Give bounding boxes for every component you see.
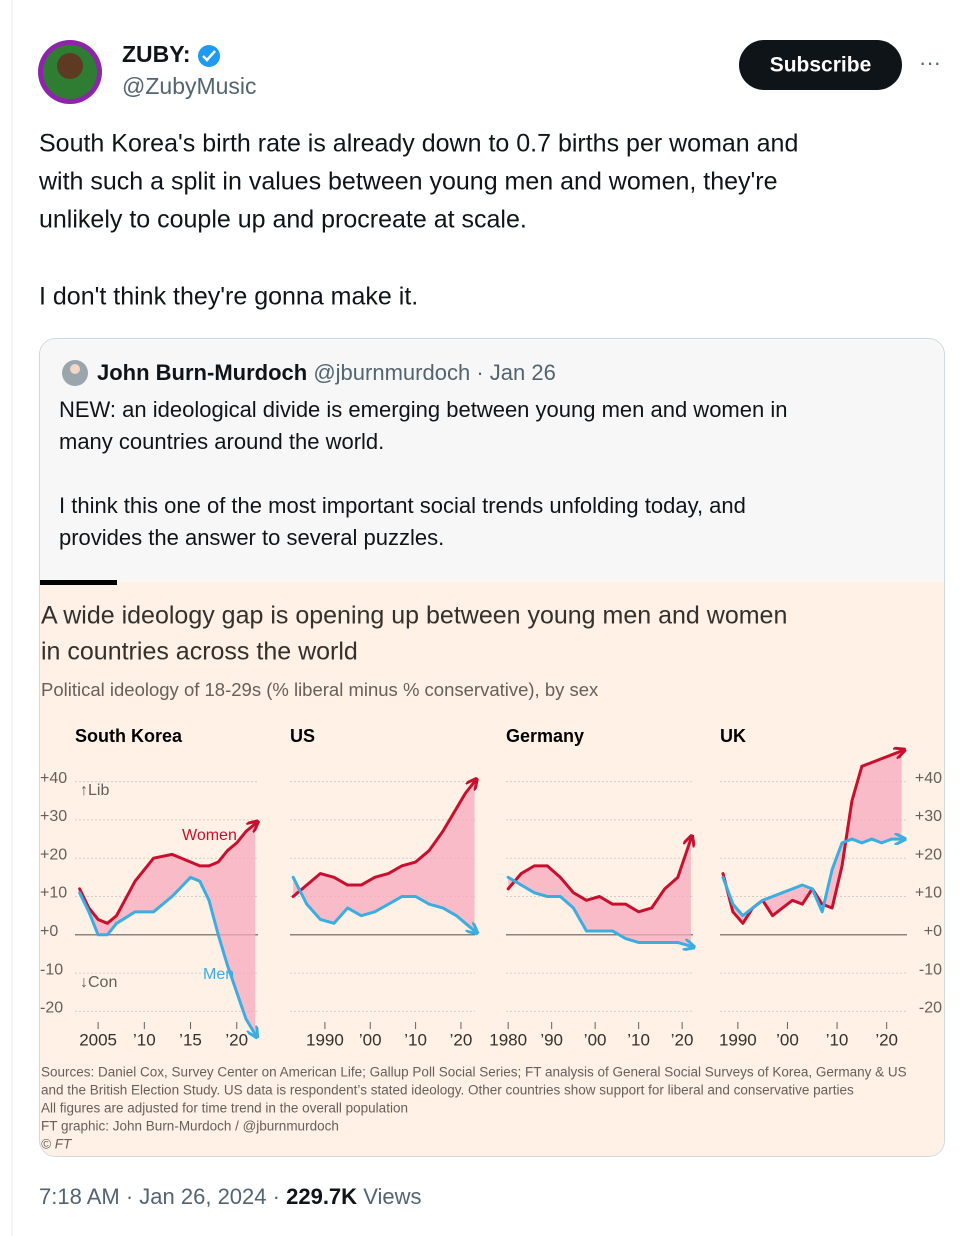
y-tick-label: +0 [40, 923, 58, 940]
quote-name: John Burn-Murdoch [97, 360, 307, 385]
quote-avatar-face [70, 364, 80, 374]
y-tick-label: +10 [915, 885, 942, 902]
views-label: Views [363, 1184, 421, 1209]
tweet-meta: 7:18 AM · Jan 26, 2024 · 229.7K Views [39, 1184, 421, 1209]
quote-line: NEW: an ideological divide is emerging b… [59, 397, 787, 422]
panel-title: UK [720, 726, 746, 746]
series-line [506, 875, 691, 946]
separator: · [126, 1184, 133, 1209]
x-tick-label: 1990 [306, 1030, 344, 1049]
y-tick-label: +20 [40, 846, 67, 863]
y-tick-label: +30 [40, 808, 67, 825]
x-tick-label: ’00 [359, 1030, 382, 1049]
y-tick-label: +10 [40, 885, 67, 902]
source-line: © FT [41, 1137, 73, 1152]
series-line [506, 839, 691, 914]
series-label: Men [203, 966, 234, 983]
graphic-title: in countries across the world [41, 638, 358, 666]
x-tick-label: ’15 [179, 1030, 202, 1049]
y-tick-label: -20 [40, 1000, 63, 1017]
gap-area [293, 781, 475, 931]
tweet-line: I don't think they're gonna make it. [39, 283, 418, 311]
separator: · [273, 1184, 280, 1209]
panel-title: US [290, 726, 315, 746]
series-line [721, 839, 902, 918]
separator: · [476, 360, 483, 385]
tweet-line: unlikely to couple up and procreate at s… [39, 206, 527, 234]
x-tick-label: 1990 [719, 1030, 757, 1049]
y-tick-label: +40 [40, 770, 67, 787]
x-tick-label: ’90 [540, 1030, 563, 1049]
x-tick-label: ’10 [404, 1030, 427, 1049]
quote-card[interactable] [39, 338, 945, 1157]
author-handle[interactable]: @ZubyMusic [122, 73, 257, 99]
x-tick-label: ’20 [671, 1030, 694, 1049]
x-tick-label: 1980 [489, 1030, 527, 1049]
y-tick-label: +0 [924, 923, 942, 940]
annotation: ↓Con [80, 974, 117, 991]
y-tick-label: -10 [919, 961, 942, 978]
x-tick-label: 2005 [79, 1030, 117, 1049]
y-tick-label: -20 [919, 1000, 942, 1017]
x-tick-label: ’10 [627, 1030, 650, 1049]
series-line [78, 824, 256, 925]
view-count: 229.7K [286, 1184, 357, 1209]
gap-area [508, 839, 691, 947]
gap-area [722, 751, 902, 924]
source-line: FT graphic: John Burn-Murdoch / @jburnmu… [41, 1119, 339, 1134]
subscribe-label: Subscribe [770, 54, 872, 77]
annotation: ↑Lib [80, 782, 109, 799]
series-line [291, 782, 474, 898]
quote-meta: John Burn-Murdoch @jburnmurdoch · Jan 26 [97, 360, 556, 385]
quote-line: I think this one of the most important s… [59, 493, 746, 518]
x-tick-label: ’20 [225, 1030, 248, 1049]
x-tick-label: ’10 [133, 1030, 156, 1049]
y-tick-label: -10 [40, 961, 63, 978]
quote-line: many countries around the world. [59, 429, 384, 454]
quote-text: NEW: an ideological divide is emerging b… [59, 397, 787, 550]
source-line: and the British Election Study. US data … [41, 1083, 854, 1098]
tweet-text: South Korea's birth rate is already down… [38, 130, 798, 311]
quote-line: provides the answer to several puzzles. [59, 525, 444, 550]
subscribe-button[interactable] [739, 40, 902, 90]
gap-area [79, 823, 256, 1035]
series-line [291, 875, 474, 931]
graphic-title: A wide ideology gap is opening up betwee… [41, 602, 787, 630]
x-tick-label: ’00 [776, 1030, 799, 1049]
series-line [78, 875, 256, 1034]
date: Jan 26, 2024 [139, 1184, 266, 1209]
author-name[interactable]: ZUBY: [122, 41, 191, 67]
quote-handle: @jburnmurdoch [313, 360, 470, 385]
sources: Sources: Daniel Cox, Survey Center on Am… [41, 1065, 907, 1152]
x-tick-label: ’10 [826, 1030, 849, 1049]
series-label: Women [182, 827, 237, 844]
x-tick-label: ’20 [450, 1030, 473, 1049]
tweet-line: with such a split in values between youn… [38, 168, 778, 196]
more-menu[interactable]: ··· [919, 50, 941, 75]
source-line: All figures are adjusted for time trend … [41, 1101, 408, 1116]
source-line: Sources: Daniel Cox, Survey Center on Am… [41, 1065, 907, 1080]
graphic-subtitle: Political ideology of 18-29s (% liberal … [41, 679, 599, 700]
y-tick-label: +40 [915, 770, 942, 787]
x-tick-label: ’20 [875, 1030, 898, 1049]
verified-badge [198, 45, 220, 67]
avatar-face [57, 53, 83, 79]
x-tick-label: ’00 [584, 1030, 607, 1049]
tweet-line: South Korea's birth rate is already down… [39, 130, 798, 158]
y-tick-label: +20 [915, 846, 942, 863]
y-tick-label: +30 [915, 808, 942, 825]
charts: South Korea +40 +30 +20 +10 +0 -10 -20 2005 ’10 ’1… [40, 726, 942, 1050]
panel-title: South Korea [75, 726, 183, 746]
time: 7:18 AM [39, 1184, 120, 1209]
quote-date: Jan 26 [490, 360, 556, 385]
panel-title: Germany [506, 726, 584, 746]
